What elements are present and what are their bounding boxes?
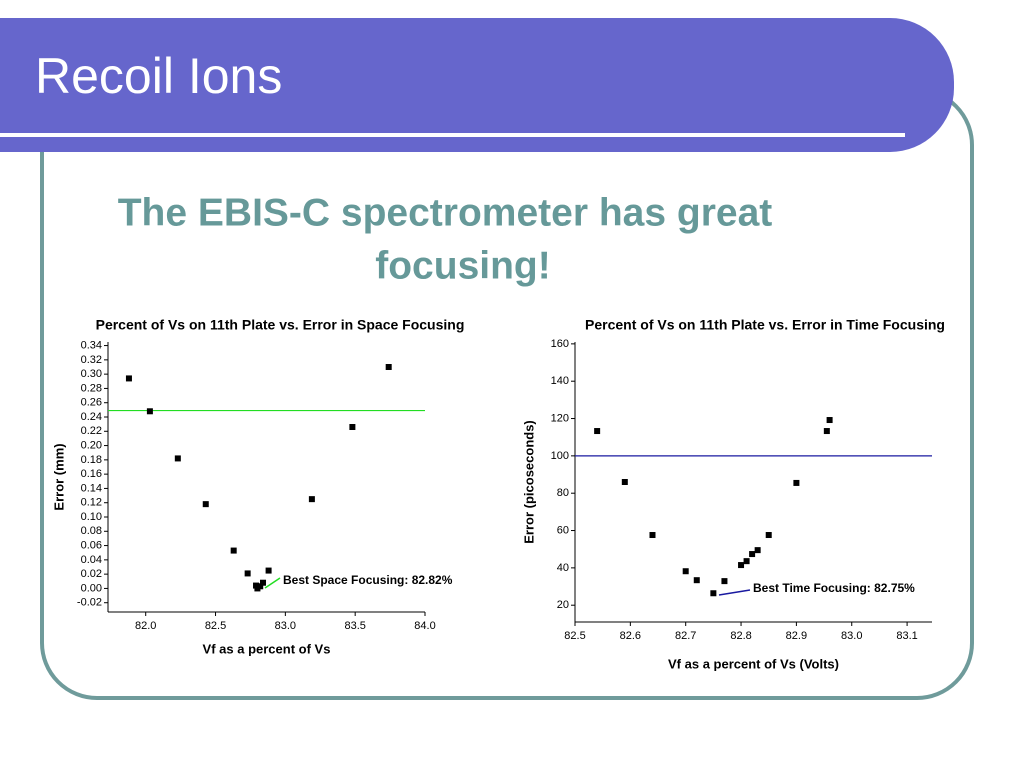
y-tick-label: 0.28 bbox=[81, 382, 102, 394]
slide-title: Recoil Ions bbox=[35, 48, 282, 104]
x-tick-label: 83.1 bbox=[896, 630, 917, 642]
y-tick-label: 0.14 bbox=[81, 482, 102, 494]
point bbox=[257, 583, 264, 590]
x-tick-label: 83.5 bbox=[344, 620, 365, 632]
y-axis-title: Error (picoseconds) bbox=[521, 420, 536, 544]
x-tick-label: 82.8 bbox=[730, 630, 751, 642]
y-tick-label: 100 bbox=[551, 450, 569, 462]
y-tick-label: 0.16 bbox=[81, 468, 102, 480]
point bbox=[765, 532, 772, 539]
y-tick-label: 160 bbox=[551, 338, 569, 350]
y-tick-label: -0.02 bbox=[77, 597, 102, 609]
y-tick-label: 80 bbox=[557, 487, 569, 499]
point bbox=[693, 577, 700, 584]
point bbox=[721, 578, 728, 585]
y-tick-label: 0.06 bbox=[81, 539, 102, 551]
point bbox=[202, 501, 209, 508]
annotation-arrow bbox=[264, 577, 281, 589]
y-tick-label: 0.00 bbox=[81, 582, 102, 594]
y-axis-title: Error (mm) bbox=[51, 443, 66, 510]
point bbox=[308, 496, 315, 503]
point bbox=[125, 375, 132, 382]
point bbox=[230, 547, 237, 554]
y-tick-label: 40 bbox=[557, 562, 569, 574]
point bbox=[738, 562, 745, 569]
y-tick-label: 140 bbox=[551, 375, 569, 387]
point bbox=[174, 455, 181, 462]
point bbox=[260, 579, 267, 586]
point bbox=[826, 417, 833, 424]
annotation: Best Time Focusing: 82.75% bbox=[753, 581, 915, 595]
point bbox=[385, 364, 392, 370]
y-tick-label: 0.10 bbox=[81, 511, 102, 523]
frame bbox=[40, 88, 974, 700]
y-tick-label: 0.26 bbox=[81, 397, 102, 409]
y-tick-label: 0.22 bbox=[81, 425, 102, 437]
y-tick-label: 20 bbox=[557, 599, 569, 611]
point bbox=[621, 479, 628, 485]
x-tick-label: 82.7 bbox=[675, 630, 696, 642]
point bbox=[265, 567, 272, 574]
point bbox=[594, 428, 601, 435]
annotation-arrow bbox=[718, 589, 751, 596]
x-tick-label: 82.5 bbox=[564, 630, 585, 642]
y-tick-label: 0.32 bbox=[81, 354, 102, 366]
point bbox=[146, 408, 153, 415]
y-tick-label: 0.04 bbox=[81, 554, 102, 566]
y-tick-label: 120 bbox=[551, 412, 569, 424]
x-tick-label: 82.5 bbox=[205, 620, 226, 632]
x-tick-label: 82.6 bbox=[620, 630, 641, 642]
y-tick-label: 0.34 bbox=[81, 339, 102, 351]
point bbox=[754, 547, 761, 554]
y-tick-label: 0.20 bbox=[81, 439, 102, 451]
point bbox=[823, 428, 830, 435]
chart-title: Percent of Vs on 11th Plate vs. Error in… bbox=[96, 317, 465, 333]
point bbox=[743, 558, 750, 565]
y-tick-label: 0.24 bbox=[81, 411, 102, 423]
x-tick-label: 83.0 bbox=[841, 630, 862, 642]
point bbox=[649, 532, 656, 539]
annotation: Best Space Focusing: 82.82% bbox=[283, 573, 453, 587]
chart-title: Percent of Vs on 11th Plate vs. Error in… bbox=[585, 317, 945, 333]
slide-subtitle: The EBIS-C spectrometer has great bbox=[118, 191, 773, 234]
y-tick-label: 0.08 bbox=[81, 525, 102, 537]
y-tick-label: 0.18 bbox=[81, 454, 102, 466]
header-band bbox=[0, 18, 954, 152]
slide-subtitle: focusing! bbox=[375, 244, 550, 287]
y-tick-label: 0.30 bbox=[81, 368, 102, 380]
point bbox=[349, 424, 356, 430]
x-axis-title: Vf as a percent of Vs bbox=[203, 641, 331, 656]
y-tick-label: 0.12 bbox=[81, 497, 102, 509]
point bbox=[793, 479, 800, 486]
x-tick-label: 82.0 bbox=[135, 620, 156, 632]
point bbox=[710, 590, 717, 597]
x-axis-title: Vf as a percent of Vs (Volts) bbox=[668, 656, 839, 671]
y-tick-label: 0.02 bbox=[81, 568, 102, 580]
x-tick-label: 84.0 bbox=[414, 620, 435, 632]
point bbox=[244, 570, 251, 577]
x-tick-label: 82.9 bbox=[786, 630, 807, 642]
point bbox=[682, 568, 689, 575]
point bbox=[749, 551, 756, 558]
x-tick-label: 83.0 bbox=[275, 620, 296, 632]
y-tick-label: 60 bbox=[557, 524, 569, 536]
